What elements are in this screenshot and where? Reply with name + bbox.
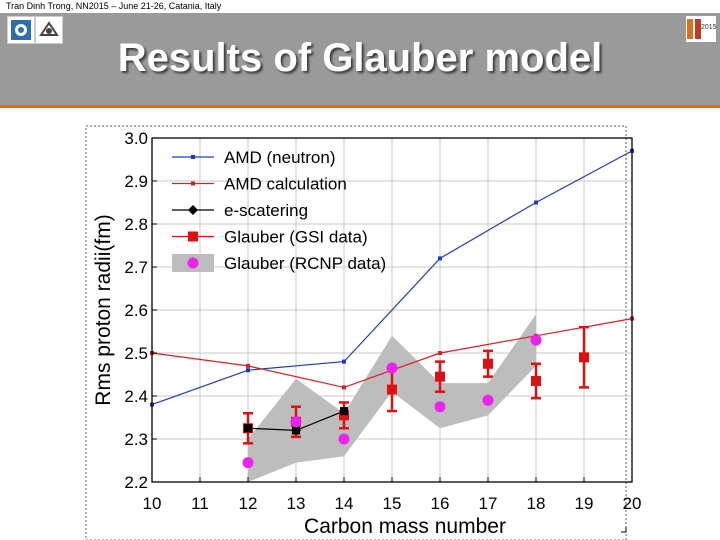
page-title: Results of Glauber model bbox=[117, 36, 603, 80]
y-tick-label: 2.8 bbox=[124, 215, 148, 234]
series-point-1 bbox=[246, 363, 250, 368]
legend-label: Glauber (GSI data) bbox=[224, 228, 368, 247]
gsi-point bbox=[579, 352, 589, 363]
series-point-1 bbox=[342, 385, 346, 390]
rcnp-point bbox=[434, 401, 446, 413]
gsi-point bbox=[387, 384, 397, 395]
rcnp-uncertainty-band bbox=[248, 314, 536, 482]
rcnp-point bbox=[338, 433, 350, 445]
university-logo-icon bbox=[35, 16, 63, 44]
legend-marker bbox=[188, 205, 198, 215]
y-tick-label: 2.5 bbox=[124, 344, 148, 363]
banner-divider bbox=[0, 105, 720, 108]
y-tick-label: 2.7 bbox=[124, 258, 148, 277]
y-tick-label: 3.0 bbox=[124, 129, 148, 148]
x-tick-label: 13 bbox=[287, 494, 306, 513]
legend-label: e-scatering bbox=[224, 201, 308, 220]
series-point-1 bbox=[438, 351, 442, 355]
y-axis-label: Rms proton radii(fm) bbox=[92, 214, 115, 405]
title-banner bbox=[0, 13, 720, 105]
series-point-0 bbox=[534, 200, 538, 205]
x-tick-label: 19 bbox=[575, 494, 594, 513]
series-layer bbox=[150, 148, 634, 469]
rcnp-point bbox=[290, 416, 302, 428]
gsi-point bbox=[483, 358, 493, 369]
conference-logo-year: 2015 bbox=[701, 24, 717, 31]
e-scattering-point bbox=[340, 407, 348, 416]
legend: AMD (neutron) AMD calculation e-scatering G… bbox=[172, 148, 386, 273]
rcnp-point bbox=[482, 394, 494, 406]
citation-text: Tran Dinh Trong, NN2015 – June 21-26, Ca… bbox=[6, 1, 222, 11]
y-tick-label: 2.9 bbox=[124, 172, 148, 191]
corner-mark bbox=[621, 527, 627, 533]
rcnp-point bbox=[530, 334, 542, 346]
chart-frame bbox=[85, 125, 627, 540]
x-tick-label: 15 bbox=[383, 494, 402, 513]
legend-label: AMD (neutron) bbox=[224, 148, 335, 167]
y-tick-label: 2.4 bbox=[124, 387, 148, 406]
rcnp-point bbox=[386, 362, 398, 374]
legend-marker bbox=[191, 181, 195, 186]
x-tick-label: 14 bbox=[335, 494, 354, 513]
series-point-0 bbox=[342, 359, 346, 364]
series-line-0 bbox=[151, 150, 633, 406]
series-point-0 bbox=[246, 368, 250, 373]
gsi-point bbox=[339, 410, 349, 421]
conference-logo-icon: 2015 bbox=[686, 16, 717, 42]
y-tick-label: 2.3 bbox=[124, 430, 148, 449]
series-point-0 bbox=[438, 256, 442, 261]
legend-label: AMD calculation bbox=[224, 175, 347, 194]
x-tick-label: 18 bbox=[527, 494, 546, 513]
x-tick-label: 16 bbox=[431, 494, 450, 513]
gsi-point bbox=[435, 371, 445, 382]
x-tick-label: 11 bbox=[191, 494, 209, 513]
x-tick-label: 12 bbox=[239, 494, 258, 513]
legend-label: Glauber (RCNP data) bbox=[224, 254, 386, 273]
institute-logo-icon bbox=[7, 16, 35, 44]
x-tick-label: 17 bbox=[479, 494, 498, 513]
band-layer bbox=[248, 314, 536, 482]
x-axis-label: Carbon mass number bbox=[304, 515, 506, 538]
x-tick-label: 20 bbox=[623, 494, 642, 513]
e-scattering-point bbox=[244, 424, 252, 433]
e-scattering-point bbox=[292, 426, 300, 435]
rcnp-point bbox=[242, 457, 254, 469]
legend-marker bbox=[187, 257, 199, 269]
legend-marker bbox=[191, 155, 195, 159]
tick-layer: 10 11 12 13 14 15 16 17 18 19 20 2.2 2.3 2.4 2.5 2.6 2.7… bbox=[124, 129, 641, 513]
y-tick-label: 2.2 bbox=[124, 473, 148, 492]
y-tick-label: 2.6 bbox=[124, 301, 148, 320]
legend-marker bbox=[188, 231, 198, 242]
gsi-point bbox=[531, 375, 541, 386]
x-tick-label: 10 bbox=[143, 494, 162, 513]
